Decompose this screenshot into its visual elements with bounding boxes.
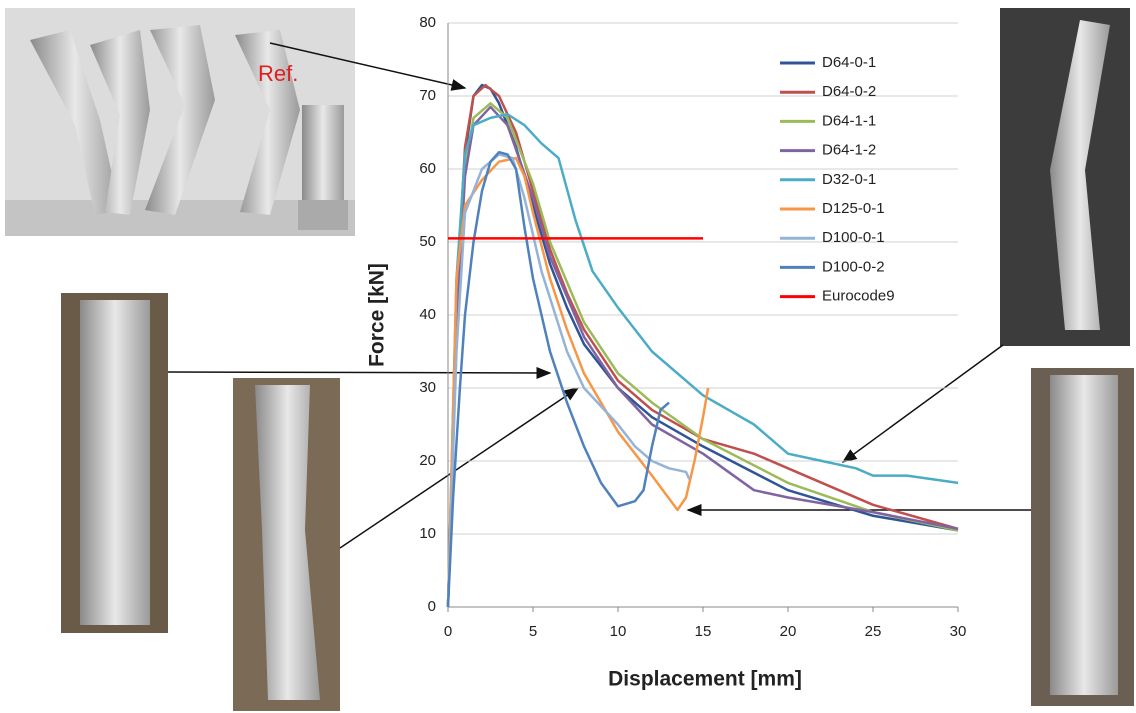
series-line xyxy=(448,114,958,607)
legend-label: D64-1-2 xyxy=(822,142,876,159)
photo-left-1 xyxy=(61,293,168,633)
x-tick-label: 10 xyxy=(610,623,627,640)
photo-right-bottom xyxy=(1031,368,1134,706)
photo-left-2 xyxy=(233,378,340,711)
x-tick-label: 25 xyxy=(865,623,882,640)
y-tick-label: 60 xyxy=(419,160,436,177)
y-tick-label: 20 xyxy=(419,452,436,469)
legend-label: D64-0-1 xyxy=(822,54,876,71)
series-line xyxy=(448,152,669,607)
series-line xyxy=(448,107,958,607)
y-axis-label: Force [kN] xyxy=(366,263,389,367)
chart: Ref. Displacement [mm] Force [kN] 0 10 20 3… xyxy=(0,0,1136,713)
legend-label: D100-0-2 xyxy=(822,258,885,275)
y-tick-label: 50 xyxy=(419,233,436,250)
photo-ref: Ref. xyxy=(5,8,355,236)
legend-label: D100-0-1 xyxy=(822,229,885,246)
series-line xyxy=(448,154,689,607)
y-tick-label: 30 xyxy=(419,379,436,396)
ref-label: Ref. xyxy=(258,61,298,86)
y-tick-label: 70 xyxy=(419,87,436,104)
x-axis-label: Displacement [mm] xyxy=(608,668,802,691)
y-tick-label: 0 xyxy=(428,598,436,615)
x-tick-label: 5 xyxy=(529,623,537,640)
y-tick-label: 40 xyxy=(419,306,436,323)
y-tick-label: 10 xyxy=(419,525,436,542)
photo-right-top xyxy=(1000,8,1130,346)
legend-label: D64-1-1 xyxy=(822,112,876,129)
x-tick-label: 20 xyxy=(780,623,797,640)
y-tick-label: 80 xyxy=(419,14,436,31)
legend-label: Eurocode9 xyxy=(822,288,895,305)
legend-label: D125-0-1 xyxy=(822,200,885,217)
x-tick-label: 30 xyxy=(950,623,967,640)
x-tick-label: 0 xyxy=(444,623,452,640)
x-tick-label: 15 xyxy=(695,623,712,640)
legend-label: D64-0-2 xyxy=(822,83,876,100)
legend-label: D32-0-1 xyxy=(822,171,876,188)
